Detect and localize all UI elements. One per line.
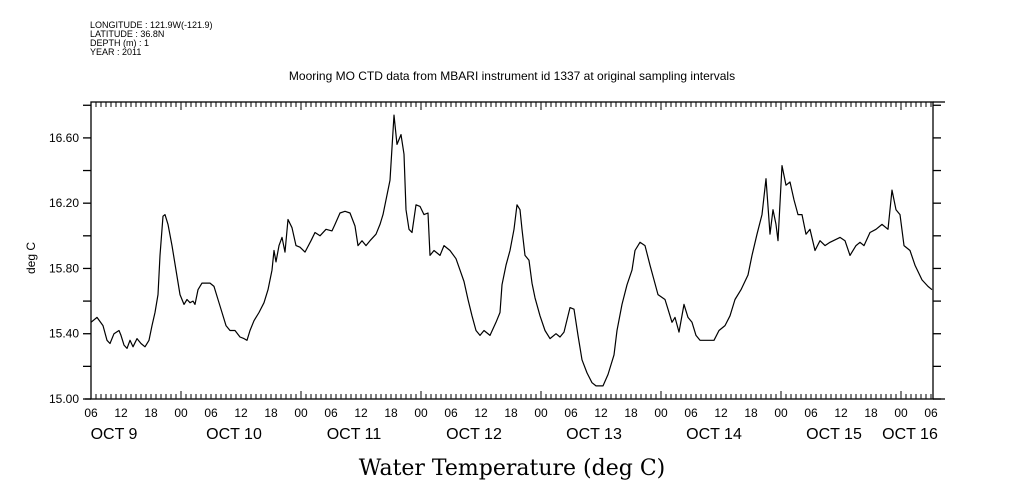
- header-year: YEAR : 2011: [90, 47, 142, 57]
- header-depth: DEPTH (m) : 1: [90, 38, 150, 48]
- x-date-label: OCT 11: [327, 426, 382, 443]
- x-tick-label: 18: [864, 406, 878, 420]
- x-date-label: OCT 16: [882, 426, 938, 443]
- x-tick-label: 12: [474, 406, 488, 420]
- x-tick-label: 00: [534, 406, 548, 420]
- x-tick-label: 12: [714, 406, 728, 420]
- x-axis-title: Water Temperature (deg C): [359, 456, 666, 481]
- x-tick-label: 00: [654, 406, 668, 420]
- x-tick-label: 12: [354, 406, 368, 420]
- y-tick-label: 15.40: [49, 327, 79, 341]
- x-tick-label: 00: [894, 406, 908, 420]
- y-tick-label: 16.60: [49, 131, 79, 145]
- x-tick-label: 18: [264, 406, 278, 420]
- x-tick-label: 06: [324, 406, 338, 420]
- x-date-label: OCT 12: [446, 426, 502, 443]
- y-tick-label: 15.80: [49, 261, 79, 275]
- x-tick-label: 06: [444, 406, 458, 420]
- x-tick-label: 00: [414, 406, 428, 420]
- x-tick-label: 12: [234, 406, 248, 420]
- x-tick-label: 06: [684, 406, 698, 420]
- x-tick-label: 12: [114, 406, 128, 420]
- x-date-label: OCT 9: [91, 426, 138, 443]
- x-tick-label: 12: [834, 406, 848, 420]
- x-tick-label: 06: [804, 406, 818, 420]
- x-tick-label: 00: [774, 406, 788, 420]
- y-tick-label: 16.20: [49, 196, 79, 210]
- y-axis-label: deg C: [24, 242, 38, 274]
- x-tick-label: 18: [144, 406, 158, 420]
- plot-frame: [90, 101, 934, 400]
- x-tick-label: 06: [564, 406, 578, 420]
- x-tick-label: 18: [504, 406, 518, 420]
- header-longitude: LONGITUDE : 121.9W(-121.9): [90, 20, 213, 30]
- x-tick-label: 06: [84, 406, 98, 420]
- y-tick-label: 15.00: [49, 392, 79, 406]
- x-tick-label: 00: [294, 406, 308, 420]
- x-tick-label: 00: [174, 406, 188, 420]
- x-date-label: OCT 15: [806, 426, 862, 443]
- series-line-water-temperature: [90, 114, 933, 387]
- x-date-label: OCT 10: [206, 426, 262, 443]
- x-date-label: OCT 14: [686, 426, 742, 443]
- x-tick-label: 06: [204, 406, 218, 420]
- x-date-label: OCT 13: [566, 426, 622, 443]
- header-info: LONGITUDE : 121.9W(-121.9) LATITUDE : 36…: [90, 21, 213, 57]
- x-tick-label: 18: [624, 406, 638, 420]
- header-latitude: LATITUDE : 36.8N: [90, 29, 165, 39]
- chart-title: Mooring MO CTD data from MBARI instrumen…: [289, 69, 735, 83]
- x-tick-label: 18: [744, 406, 758, 420]
- x-tick-label: 06: [924, 406, 938, 420]
- x-tick-label: 12: [594, 406, 608, 420]
- x-tick-label: 18: [384, 406, 398, 420]
